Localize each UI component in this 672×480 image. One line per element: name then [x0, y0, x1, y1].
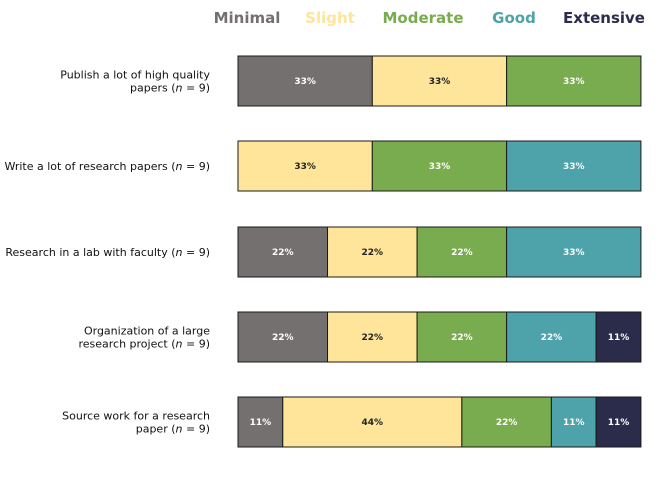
bar-segment-moderate [416, 226, 508, 278]
data-label: 33% [563, 162, 585, 172]
legend: Minimal Slight Moderate Good Extensive [214, 9, 645, 27]
bar-segment-minimal [237, 55, 373, 107]
category-label: Publish a lot of high quality [60, 69, 210, 82]
bar-segment-extensive [595, 311, 642, 363]
data-label: 11% [563, 418, 585, 428]
category-label: paper (n = 9) [136, 423, 210, 436]
bar-segment-moderate [461, 396, 552, 448]
bar-segment-slight [371, 55, 508, 107]
category-label: research project (n = 9) [78, 338, 210, 351]
legend-item-good: Good [492, 9, 536, 27]
bar-segment-good [506, 311, 597, 363]
data-label: 11% [250, 418, 272, 428]
data-label: 22% [451, 333, 473, 343]
legend-item-extensive: Extensive [563, 9, 645, 27]
data-label: 44% [362, 418, 384, 428]
data-label: 33% [294, 77, 316, 87]
data-label: 22% [362, 248, 384, 258]
data-label: 11% [608, 418, 630, 428]
bars: 33% 33% 33%33% 33% 33%22% 22% 22% 33%22% 22% 22% 2… [237, 55, 642, 448]
data-label: 33% [563, 248, 585, 258]
bar-segment-extensive [595, 396, 642, 448]
bar-segment-minimal [237, 226, 329, 278]
data-label: 22% [541, 333, 563, 343]
bar-segment-moderate [416, 311, 508, 363]
data-label: 22% [451, 248, 473, 258]
legend-item-moderate: Moderate [382, 9, 463, 27]
bar-row: 22% 22% 22% 22% 11% [237, 311, 642, 363]
bar-segment-good [506, 226, 642, 278]
bar-row: 11% 44% 22% 11% 11% [237, 396, 642, 448]
data-label: 22% [272, 248, 294, 258]
bar-segment-slight [327, 226, 418, 278]
bar-segment-good [506, 140, 642, 192]
data-label: 33% [429, 162, 451, 172]
legend-item-minimal: Minimal [214, 9, 281, 27]
bar-segment-moderate [506, 55, 642, 107]
bar-row: 33% 33% 33% [237, 140, 642, 192]
bar-segment-moderate [371, 140, 508, 192]
bar-segment-minimal [237, 396, 284, 448]
category-label: papers (n = 9) [130, 82, 210, 95]
data-label: 33% [429, 77, 451, 87]
data-label: 33% [563, 77, 585, 87]
data-label: 22% [272, 333, 294, 343]
bar-segment-slight [237, 140, 373, 192]
bar-segment-good [550, 396, 597, 448]
data-label: 33% [294, 162, 316, 172]
category-label: Organization of a large [84, 325, 210, 338]
category-label: Write a lot of research papers (n = 9) [4, 160, 210, 173]
data-label: 11% [608, 333, 630, 343]
category-label: Source work for a research [62, 410, 210, 423]
data-label: 22% [496, 418, 518, 428]
bar-row: 33% 33% 33% [237, 55, 642, 107]
legend-item-slight: Slight [305, 9, 355, 27]
bar-row: 22% 22% 22% 33% [237, 226, 642, 278]
data-label: 22% [362, 333, 384, 343]
category-label: Research in a lab with faculty (n = 9) [5, 246, 210, 259]
bar-segment-slight [327, 311, 418, 363]
bar-segment-slight [282, 396, 463, 448]
